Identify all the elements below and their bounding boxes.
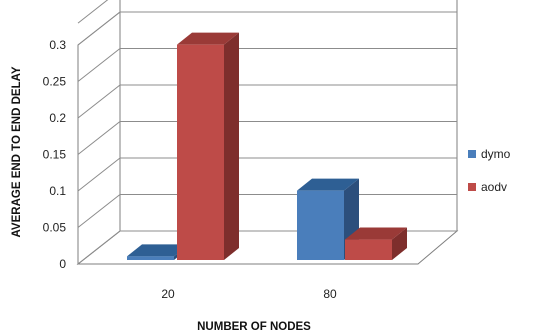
bar-aodv-80-side bbox=[392, 227, 407, 260]
gridlines bbox=[77, 0, 457, 265]
bar-aodv-20-top bbox=[177, 32, 239, 45]
bars bbox=[127, 32, 407, 261]
bar-dymo-80-front bbox=[297, 190, 344, 260]
legend-label-dymo: dymo bbox=[481, 147, 511, 161]
bar-dymo-20-front bbox=[127, 256, 174, 260]
y-tick-label: 0.15 bbox=[43, 148, 67, 162]
gridline bbox=[77, 194, 457, 228]
gridline bbox=[77, 11, 457, 46]
y-tick-labels: 0 0.05 0.1 0.15 0.2 0.25 0.3 bbox=[43, 38, 67, 271]
bar-aodv-80-front bbox=[345, 239, 392, 260]
gridline bbox=[77, 0, 109, 24]
legend-label-aodv: aodv bbox=[481, 180, 507, 194]
gridline bbox=[77, 121, 457, 155]
bar-dymo-20-top bbox=[127, 244, 189, 257]
y-tick-label: 0 bbox=[59, 257, 66, 271]
x-tick-labels: 20 80 bbox=[161, 287, 337, 301]
y-tick-label: 0.25 bbox=[43, 75, 67, 89]
x-axis-title: NUMBER OF NODES bbox=[197, 321, 311, 333]
bar-aodv-20-front bbox=[177, 44, 224, 261]
y-tick-label: 0.05 bbox=[43, 221, 67, 235]
legend-swatch-aodv bbox=[468, 183, 476, 191]
y-axis-title: AVERAGE END TO END DELAY bbox=[11, 66, 23, 237]
chart-back-wall bbox=[119, 0, 458, 232]
gridline bbox=[77, 84, 457, 119]
bar-aodv-80 bbox=[345, 227, 407, 260]
bar-aodv-20 bbox=[177, 32, 239, 261]
gridline bbox=[77, 157, 457, 192]
chart-walls bbox=[76, 0, 459, 266]
y-tick-label: 0.1 bbox=[49, 184, 66, 198]
legend-swatch-dymo bbox=[468, 150, 476, 158]
bar-aodv-80-top bbox=[345, 227, 407, 240]
x-tick-label: 80 bbox=[323, 287, 337, 301]
bar-aodv-20-side bbox=[224, 32, 239, 261]
bar-dymo-80-top bbox=[297, 178, 359, 191]
y-tick-label: 0.3 bbox=[49, 38, 66, 52]
y-tick-label: 0.2 bbox=[49, 111, 66, 125]
legend: dymo aodv bbox=[468, 147, 511, 194]
gridline bbox=[77, 48, 457, 82]
x-tick-label: 20 bbox=[161, 287, 175, 301]
